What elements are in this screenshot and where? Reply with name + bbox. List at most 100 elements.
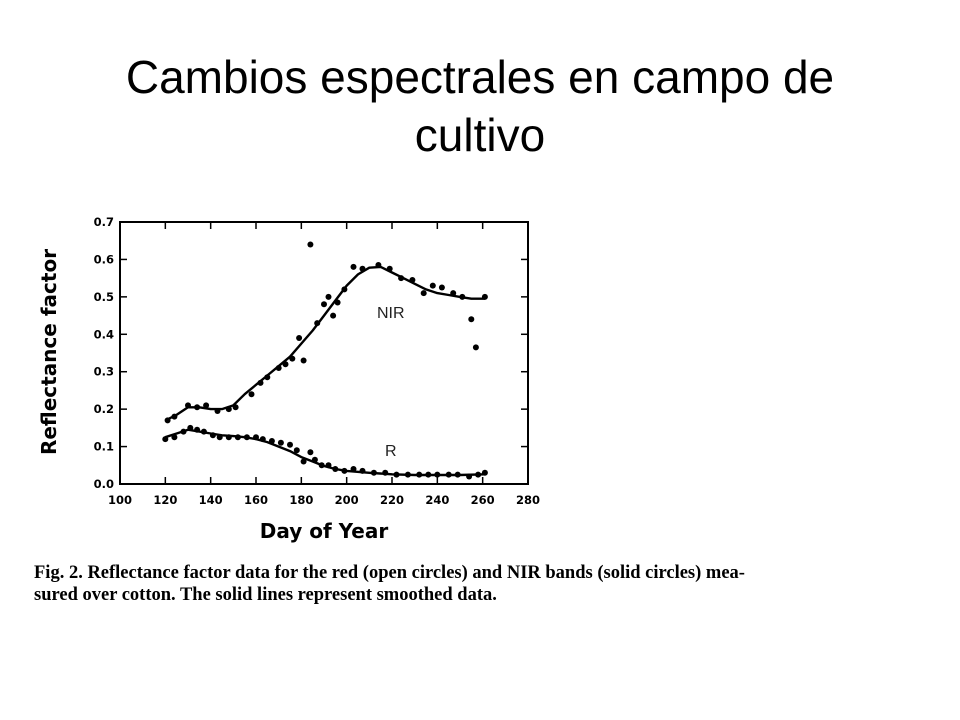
x-tick-label: 220 — [380, 493, 404, 507]
plot-area — [119, 221, 529, 485]
data-point-r — [234, 434, 241, 441]
data-point-nir — [185, 402, 191, 409]
slide-title: Cambios espectrales en campo de cultivo — [40, 48, 920, 164]
data-point-r — [268, 438, 275, 444]
x-tick-label: 280 — [516, 493, 540, 507]
data-point-r — [404, 471, 411, 478]
data-point-r — [225, 434, 232, 441]
x-axis: 100 120 140 160 180 200 220 240 260 280 — [108, 222, 540, 507]
data-point-r — [216, 434, 223, 441]
data-point-r — [180, 428, 187, 435]
data-point-nir — [171, 413, 178, 420]
y-tick-label: 0.0 — [94, 477, 114, 491]
data-point-nir — [232, 404, 239, 411]
data-point-r — [341, 467, 348, 474]
data-point-nir — [398, 275, 405, 282]
data-point-nir — [334, 299, 341, 306]
x-tick-label: 200 — [335, 493, 359, 507]
data-point-nir — [420, 290, 427, 297]
data-point-r — [171, 434, 178, 441]
data-point-r — [425, 471, 432, 478]
y-tick-label: 0.3 — [94, 365, 114, 379]
data-point-r — [382, 469, 389, 476]
figure-caption: Fig. 2. Reflectance factor data for the … — [34, 562, 960, 606]
data-point-nir — [481, 293, 488, 300]
data-point-r — [200, 428, 207, 435]
data-point-nir — [289, 355, 296, 362]
x-tick-label: 240 — [425, 493, 449, 507]
data-point-r — [475, 471, 482, 478]
data-point-nir — [472, 344, 479, 351]
slide-title-line-1: Cambios espectrales en campo de — [125, 51, 835, 103]
x-tick-label: 260 — [471, 493, 495, 507]
data-point-r — [318, 462, 325, 469]
data-point-r — [350, 466, 357, 472]
data-point-r — [466, 473, 473, 480]
plot-frame — [119, 221, 529, 485]
data-point-nir — [214, 408, 221, 414]
data-point-nir — [429, 282, 436, 289]
slide-title-line-2: cultivo — [414, 109, 546, 161]
data-point-r — [187, 424, 194, 431]
y-tick-label: 0.6 — [94, 252, 114, 266]
data-point-r — [287, 441, 293, 448]
data-point-r — [209, 432, 216, 439]
data-point-nir — [300, 357, 307, 364]
data-point-r — [370, 469, 377, 476]
data-point-r — [243, 434, 250, 441]
data-point-r — [253, 434, 259, 441]
y-tick-label: 0.4 — [94, 327, 114, 341]
data-point-nir — [257, 379, 264, 386]
data-point-r — [332, 466, 339, 472]
series-label-nir: NIR — [377, 305, 405, 322]
series-label-r: R — [385, 443, 397, 460]
data-point-r — [311, 456, 318, 463]
data-point-r — [445, 471, 452, 478]
smoothed-line-r — [164, 428, 485, 477]
y-axis: 0.0 0.1 0.2 0.3 0.4 0.5 0.6 0.7 — [94, 215, 528, 491]
data-point-nir — [468, 316, 475, 323]
data-point-nir — [275, 365, 282, 371]
y-tick-label: 0.1 — [94, 440, 114, 454]
data-point-r — [434, 471, 441, 478]
data-point-nir — [375, 262, 382, 268]
data-point-nir — [164, 417, 171, 424]
data-point-r — [293, 447, 300, 454]
data-point-nir — [248, 391, 255, 398]
data-point-nir — [359, 265, 366, 272]
data-point-nir — [350, 263, 357, 270]
reflectance-chart: 0.0 0.1 0.2 0.3 0.4 0.5 0.6 0.7 100 120 140 160 180… — [37, 215, 540, 543]
y-tick-label: 0.5 — [94, 290, 114, 304]
data-point-nir — [409, 277, 416, 283]
x-axis-title: Day of Year — [260, 519, 389, 543]
y-tick-label: 0.7 — [94, 215, 114, 229]
data-point-r — [359, 467, 366, 474]
data-point-nir — [264, 374, 271, 381]
data-point-r — [307, 449, 314, 456]
x-tick-label: 100 — [108, 493, 132, 507]
data-point-r — [194, 426, 201, 433]
data-point-nir — [330, 312, 337, 319]
data-point-r — [393, 471, 400, 478]
data-point-r — [416, 471, 423, 478]
data-point-nir — [225, 406, 232, 413]
figure-caption-line-1: Fig. 2. Reflectance factor data for the … — [34, 563, 745, 583]
data-point-r — [481, 469, 488, 476]
data-point-r — [300, 458, 307, 465]
data-point-nir — [321, 301, 327, 308]
y-tick-label: 0.2 — [94, 402, 114, 416]
data-point-nir — [386, 265, 393, 272]
data-point-nir — [203, 402, 210, 409]
series-layer — [162, 241, 488, 480]
x-tick-label: 180 — [289, 493, 313, 507]
data-point-nir — [459, 293, 466, 300]
y-axis-title: Reflectance factor — [37, 249, 61, 455]
data-point-nir — [282, 361, 289, 368]
data-point-nir — [194, 404, 201, 411]
data-point-nir — [296, 335, 303, 341]
data-point-nir — [450, 290, 457, 297]
smoothed-line-nir — [164, 265, 485, 422]
data-point-r — [454, 471, 461, 478]
data-point-r — [325, 462, 332, 469]
x-tick-label: 140 — [199, 493, 223, 507]
